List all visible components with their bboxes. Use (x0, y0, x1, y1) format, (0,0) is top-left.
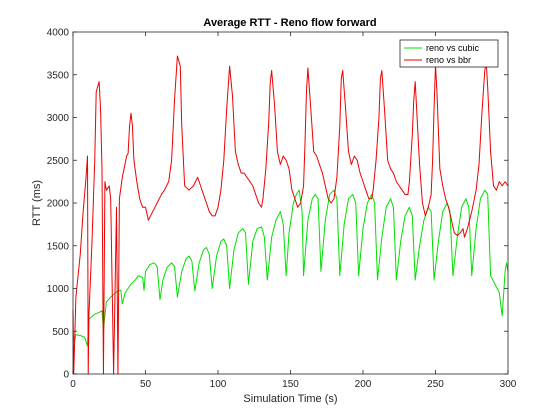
x-tick-label: 250 (427, 379, 444, 390)
x-tick-label: 300 (500, 379, 517, 390)
series-layer (72, 55, 509, 375)
y-tick-label: 3000 (47, 113, 70, 124)
y-tick-label: 1000 (47, 284, 70, 295)
series-line-reno-vs-cubic (72, 189, 509, 347)
legend-label: reno vs bbr (426, 55, 471, 65)
x-tick-label: 100 (210, 379, 227, 390)
y-tick-label: 2500 (47, 156, 70, 167)
y-tick-label: 500 (52, 327, 69, 338)
x-axis-label: Simulation Time (s) (243, 393, 337, 405)
chart-title: Average RTT - Reno flow forward (203, 17, 376, 29)
legend-label: reno vs cubic (426, 43, 480, 53)
y-tick-label: 4000 (47, 28, 70, 39)
y-tick-label: 0 (63, 370, 69, 381)
plot-area (73, 32, 508, 374)
y-tick-label: 3500 (47, 70, 70, 81)
legend: reno vs cubic reno vs bbr (399, 39, 499, 68)
x-tick-label: 150 (282, 379, 299, 390)
legend-box (399, 39, 499, 68)
y-tick-label: 1500 (47, 241, 70, 252)
x-tick-label: 200 (355, 379, 372, 390)
y-tick-label: 2000 (47, 199, 70, 210)
series-line-reno-vs-bbr (72, 55, 509, 375)
ticks-layer: 0 50 100 150 200 250 3000500100015002000250030… (47, 28, 517, 391)
x-tick-label: 0 (70, 379, 76, 390)
x-tick-label: 50 (140, 379, 152, 390)
y-axis-label: RTT (ms) (31, 180, 43, 226)
